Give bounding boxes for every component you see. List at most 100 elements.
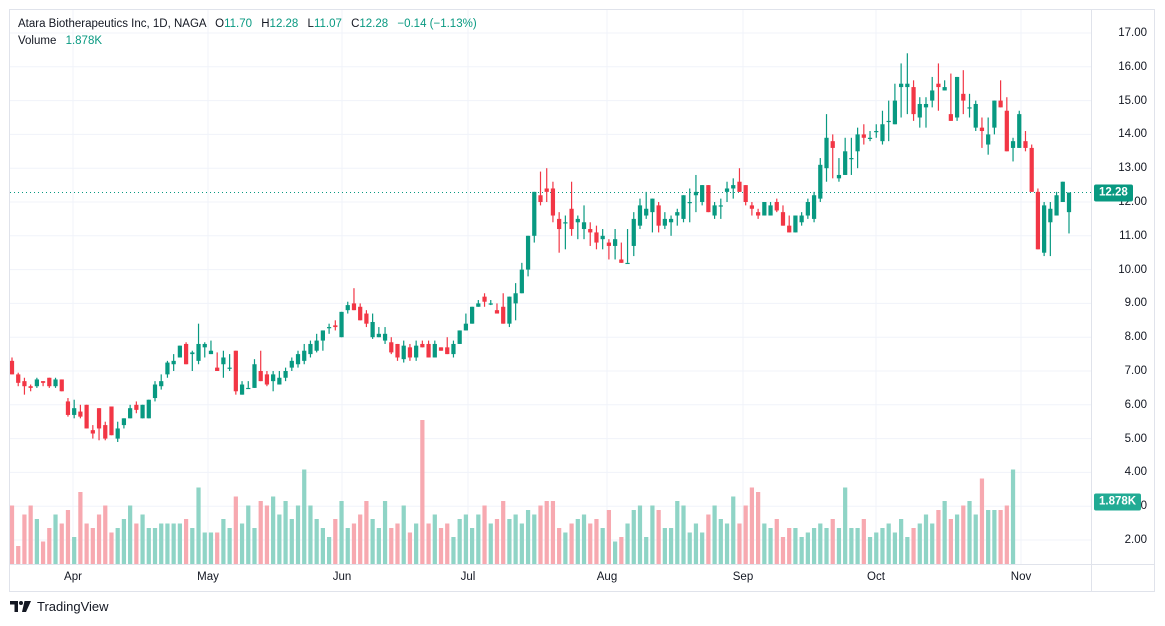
candle — [308, 340, 313, 358]
time-tick-label: Jul — [460, 571, 476, 583]
candle — [687, 188, 692, 223]
volume-bar — [619, 537, 624, 564]
volume-bar — [494, 519, 500, 564]
volume-bar — [221, 519, 226, 564]
volume-bar — [59, 523, 64, 564]
candle — [1004, 97, 1009, 152]
candle — [855, 127, 860, 169]
volume-bar — [78, 492, 83, 564]
volume-bar — [936, 510, 941, 564]
volume-bar — [65, 510, 71, 564]
volume-bar — [314, 519, 319, 564]
candle — [177, 345, 182, 358]
volume-bar — [382, 501, 388, 564]
tradingview-branding[interactable]: TradingView — [10, 599, 109, 614]
volume-bar — [811, 528, 817, 564]
volume-bar — [600, 528, 605, 564]
volume-bar — [407, 532, 413, 564]
volume-bar — [793, 528, 798, 564]
candle — [420, 340, 425, 348]
price-tick-label: 10.00 — [1118, 263, 1147, 276]
candle — [681, 195, 686, 223]
volume-bar — [469, 528, 475, 564]
candle — [227, 354, 232, 371]
candle — [780, 205, 786, 226]
candle — [59, 379, 64, 392]
candle — [849, 137, 854, 175]
volume-bar — [246, 505, 251, 564]
candle — [867, 131, 873, 142]
volume-bar — [581, 514, 587, 564]
candle — [457, 330, 462, 344]
low-value: 11.07 — [313, 18, 342, 30]
candle — [656, 202, 661, 233]
volume-bar — [426, 523, 431, 564]
candle — [954, 76, 960, 121]
volume-bar — [84, 523, 89, 564]
candle — [625, 229, 630, 265]
candle — [239, 381, 245, 395]
volume-bar — [252, 528, 257, 564]
volume-bar — [911, 528, 916, 564]
time-axis[interactable]: Apr May Jun Jul Aug Sep Oct Nov — [10, 564, 1091, 592]
candle — [140, 404, 145, 419]
volume-bar — [519, 523, 524, 564]
candle — [65, 398, 71, 417]
volume-bar — [979, 478, 985, 564]
volume-bar — [295, 505, 301, 564]
volume-bar — [724, 523, 730, 564]
volume-bar — [886, 523, 891, 564]
candle — [532, 191, 537, 243]
volume-bar — [824, 528, 829, 564]
volume-bar — [171, 523, 176, 564]
candle — [90, 425, 95, 439]
volume-bar — [917, 523, 922, 564]
volume-bar — [899, 519, 904, 564]
volume-label[interactable]: Volume — [18, 35, 57, 47]
candle — [426, 340, 431, 358]
volume-bar — [569, 523, 574, 564]
candle — [501, 293, 506, 324]
candle — [208, 340, 214, 355]
volume-bar — [233, 496, 238, 564]
time-tick-label: Aug — [596, 571, 618, 583]
candle — [370, 313, 375, 339]
time-tick-label: Apr — [64, 571, 82, 583]
volume-bar — [1004, 505, 1009, 564]
volume-bar — [637, 505, 643, 564]
last-price-badge: 12.28 — [1094, 184, 1133, 202]
volume-bar — [445, 523, 450, 564]
candle — [53, 377, 58, 388]
candle — [469, 306, 475, 324]
candle — [109, 406, 114, 436]
symbol-title[interactable]: Atara Biotherapeutics Inc, 1D, NAGA — [18, 18, 206, 30]
candle — [389, 337, 394, 355]
candle — [774, 198, 779, 213]
price-axis[interactable]: 2.003.004.005.006.007.008.009.0010.0011.… — [1091, 10, 1155, 564]
candle — [731, 178, 736, 199]
volume-bar — [513, 514, 518, 564]
candle — [861, 124, 866, 145]
candle — [445, 337, 450, 355]
volume-bar — [128, 505, 133, 564]
candle — [159, 374, 164, 390]
candle — [575, 215, 580, 240]
volume-bar — [159, 523, 164, 564]
volume-bar — [370, 519, 375, 564]
candle — [271, 371, 276, 392]
volume-bar — [1010, 469, 1016, 564]
close-label: C — [351, 18, 360, 30]
candlestick-chart[interactable] — [10, 10, 1091, 564]
candle — [550, 181, 556, 223]
volume-bar — [34, 519, 39, 564]
high-value: 12.28 — [269, 18, 299, 30]
chart-pane[interactable]: Atara Biotherapeutics Inc, 1D, NAGA O11.… — [10, 10, 1091, 564]
candle — [382, 327, 388, 344]
candle — [917, 97, 922, 128]
candle — [700, 185, 705, 206]
candle — [886, 100, 891, 142]
candle — [706, 185, 711, 213]
volume-bar — [706, 514, 711, 564]
volume-bar — [289, 519, 294, 564]
candle — [183, 342, 189, 365]
